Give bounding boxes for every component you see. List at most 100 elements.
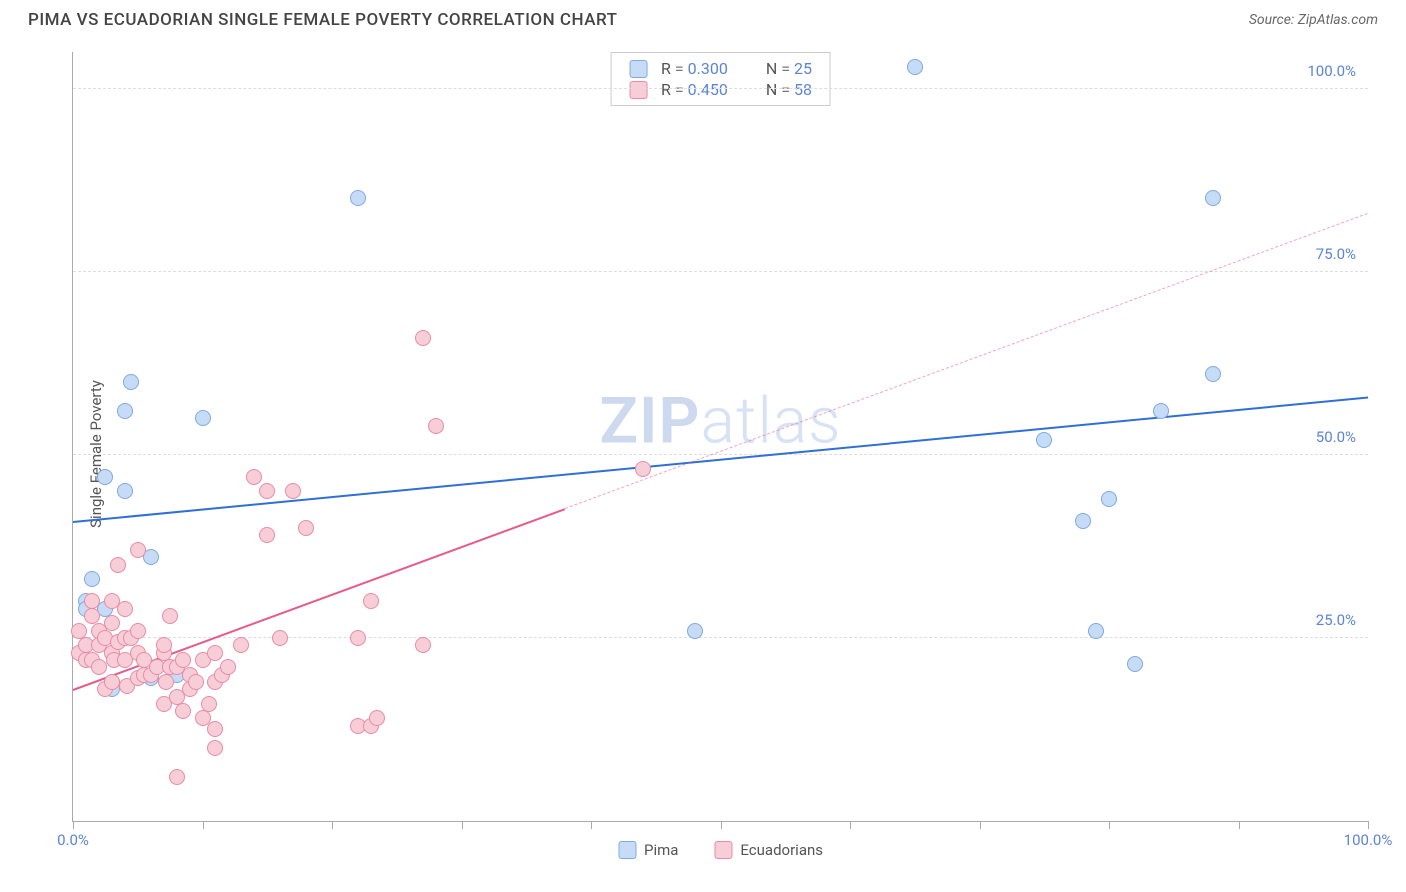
data-point xyxy=(91,659,107,675)
data-point xyxy=(169,769,185,785)
data-point xyxy=(1036,432,1052,448)
x-tick xyxy=(462,821,463,829)
data-point xyxy=(104,674,120,690)
stat-n-val-pima: 25 xyxy=(794,59,812,78)
data-point xyxy=(350,190,366,206)
chart-area: Single Female Poverty ZIPatlas R = 0.300… xyxy=(28,44,1378,864)
source-credit: Source: ZipAtlas.com xyxy=(1249,12,1378,28)
trend-line xyxy=(565,213,1368,509)
data-point xyxy=(117,601,133,617)
x-tick xyxy=(332,821,333,829)
stat-r-val-ecu: 0.450 xyxy=(688,80,728,99)
x-tick xyxy=(1239,821,1240,829)
data-point xyxy=(428,418,444,434)
data-point xyxy=(207,645,223,661)
data-point xyxy=(175,703,191,719)
data-point xyxy=(259,483,275,499)
data-point xyxy=(201,696,217,712)
data-point xyxy=(1205,190,1221,206)
watermark-zip: ZIP xyxy=(599,384,700,459)
data-point xyxy=(84,571,100,587)
data-point xyxy=(298,520,314,536)
y-tick-label: 100.0% xyxy=(1307,62,1356,80)
data-point xyxy=(71,623,87,639)
swatch-pima xyxy=(629,60,647,78)
equals-sign: = xyxy=(781,59,790,78)
data-point xyxy=(84,593,100,609)
data-point xyxy=(84,608,100,624)
data-point xyxy=(1101,491,1117,507)
data-point xyxy=(350,630,366,646)
data-point xyxy=(363,593,379,609)
data-point xyxy=(162,608,178,624)
data-point xyxy=(117,483,133,499)
y-tick-label: 50.0% xyxy=(1316,428,1356,446)
stat-r-val-pima: 0.300 xyxy=(688,59,728,78)
legend-item-pima: Pima xyxy=(618,841,678,859)
legend-item-ecuadorians: Ecuadorians xyxy=(714,841,823,859)
data-point xyxy=(233,637,249,653)
stat-n-label: N xyxy=(766,80,777,99)
data-point xyxy=(97,469,113,485)
stats-row-ecuadorians: R = 0.450 N = 58 xyxy=(629,79,812,100)
y-tick-label: 75.0% xyxy=(1316,245,1356,263)
data-point xyxy=(207,721,223,737)
data-point xyxy=(1075,513,1091,529)
data-point xyxy=(117,403,133,419)
watermark: ZIPatlas xyxy=(599,384,841,459)
chart-title: PIMA VS ECUADORIAN SINGLE FEMALE POVERTY… xyxy=(28,10,617,30)
trend-line xyxy=(73,396,1368,522)
x-tick xyxy=(73,821,74,829)
x-tick-label: 100.0% xyxy=(1344,831,1393,849)
x-tick xyxy=(850,821,851,829)
data-point xyxy=(1088,623,1104,639)
x-tick xyxy=(591,821,592,829)
gridline xyxy=(73,637,1368,638)
x-tick-label: 0.0% xyxy=(57,831,89,849)
data-point xyxy=(130,623,146,639)
data-point xyxy=(188,674,204,690)
stat-r-label: R xyxy=(661,59,671,78)
data-point xyxy=(272,630,288,646)
data-point xyxy=(415,637,431,653)
data-point xyxy=(369,710,385,726)
data-point xyxy=(220,659,236,675)
data-point xyxy=(175,652,191,668)
data-point xyxy=(156,637,172,653)
x-tick xyxy=(980,821,981,829)
x-tick xyxy=(1109,821,1110,829)
equals-sign: = xyxy=(675,59,684,78)
legend: Pima Ecuadorians xyxy=(618,841,823,859)
gridline xyxy=(73,271,1368,272)
data-point xyxy=(1127,656,1143,672)
x-tick xyxy=(721,821,722,829)
data-point xyxy=(259,527,275,543)
data-point xyxy=(415,330,431,346)
equals-sign: = xyxy=(781,80,790,99)
watermark-atlas: atlas xyxy=(701,384,842,459)
data-point xyxy=(195,410,211,426)
legend-label-pima: Pima xyxy=(644,841,678,859)
x-tick xyxy=(203,821,204,829)
legend-label-ecuadorians: Ecuadorians xyxy=(740,841,823,859)
stats-row-pima: R = 0.300 N = 25 xyxy=(629,58,812,79)
data-point xyxy=(907,59,923,75)
data-point xyxy=(246,469,262,485)
gridline xyxy=(73,88,1368,89)
data-point xyxy=(687,623,703,639)
data-point xyxy=(1153,403,1169,419)
legend-swatch-ecuadorians xyxy=(714,841,732,859)
data-point xyxy=(1205,366,1221,382)
gridline xyxy=(73,454,1368,455)
data-point xyxy=(123,374,139,390)
data-point xyxy=(110,557,126,573)
swatch-ecuadorians xyxy=(629,81,647,99)
data-point xyxy=(104,615,120,631)
data-point xyxy=(130,542,146,558)
correlation-stats-box: R = 0.300 N = 25 R = 0.450 N = 58 xyxy=(610,52,831,106)
legend-swatch-pima xyxy=(618,841,636,859)
equals-sign: = xyxy=(675,80,684,99)
x-tick xyxy=(1368,821,1369,829)
data-point xyxy=(158,674,174,690)
y-tick-label: 25.0% xyxy=(1316,611,1356,629)
